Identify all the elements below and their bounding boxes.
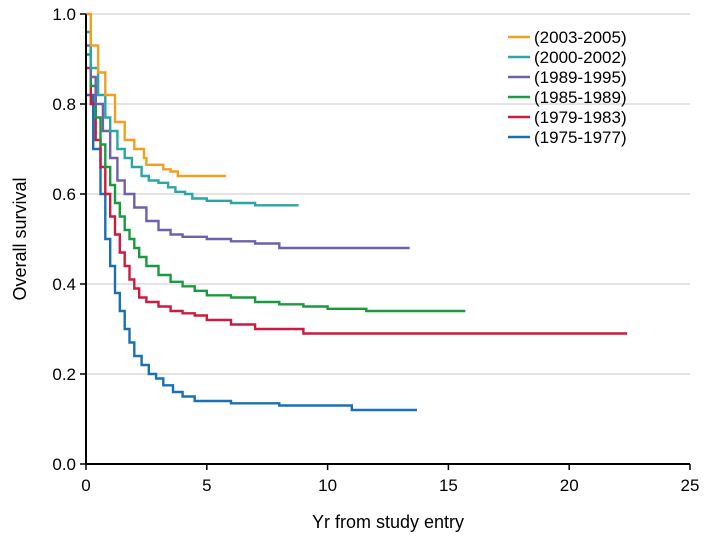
legend-label-5: (1975-1977) (534, 128, 627, 147)
legend-label-2: (1989-1995) (534, 68, 627, 87)
y-tick-label-2: 0.4 (52, 275, 76, 294)
ticks: 0.0 0.2 0.4 0.6 0.8 1.0 0 5 10 15 20 25 (52, 5, 699, 495)
legend-label-4: (1979-1983) (534, 108, 627, 127)
series-line-5 (86, 93, 417, 412)
legend-label-1: (2000-2002) (534, 48, 627, 67)
series-line-0 (86, 12, 227, 178)
series-line-2 (86, 44, 410, 250)
y-axis-title: Overall survival (10, 177, 30, 300)
axes (85, 14, 690, 465)
series-line-3 (86, 53, 466, 313)
legend: (2003-2005)(2000-2002)(1989-1995)(1985-1… (508, 28, 627, 147)
y-tick-label-0: 0.0 (52, 455, 76, 474)
x-tick-label-0: 0 (81, 476, 90, 495)
legend-label-0: (2003-2005) (534, 28, 627, 47)
x-tick-label-3: 15 (439, 476, 458, 495)
y-tick-label-4: 0.8 (52, 95, 76, 114)
y-tick-label-1: 0.2 (52, 365, 76, 384)
y-tick-label-3: 0.6 (52, 185, 76, 204)
y-tick-label-5: 1.0 (52, 5, 76, 24)
x-tick-label-4: 20 (560, 476, 579, 495)
legend-label-3: (1985-1989) (534, 88, 627, 107)
x-tick-label-1: 5 (202, 476, 211, 495)
x-tick-label-2: 10 (318, 476, 337, 495)
series-layer (86, 12, 628, 412)
series-line-1 (86, 30, 299, 207)
x-axis-title: Yr from study entry (312, 512, 464, 532)
x-tick-label-5: 25 (681, 476, 700, 495)
